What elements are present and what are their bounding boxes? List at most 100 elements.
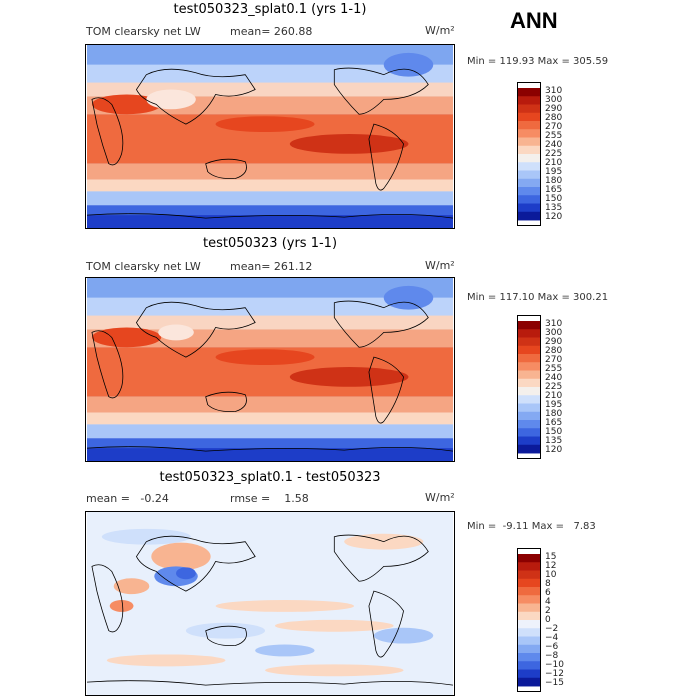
colorbar-tick-label: 10: [545, 569, 557, 580]
colorbar-swatch: [518, 395, 540, 404]
colorbar-tick-label: 280: [545, 345, 563, 356]
colorbar-tick-label: 135: [545, 435, 563, 446]
colorbar-tick-label: 165: [545, 417, 563, 428]
panel-2-colorbar-labels: 310 300 290 280 270 255 240 225 210 195 180 165 150 1…: [545, 315, 585, 459]
panel-3-mean: mean = -0.24: [86, 492, 169, 505]
colorbar-tick-label: 4: [545, 596, 551, 607]
panel-1-colorbar: [517, 82, 541, 226]
colorbar-tick-label: 270: [545, 121, 563, 132]
colorbar-swatch: [518, 329, 540, 338]
season-label: ANN: [510, 8, 558, 33]
colorbar-tick-label: 270: [545, 354, 563, 365]
colorbar-tick-label: 120: [545, 444, 563, 455]
colorbar-tick-label: 240: [545, 372, 563, 383]
colorbar-swatch: [518, 370, 540, 380]
colorbar-swatch: [518, 362, 540, 371]
panel-1-map: [85, 44, 455, 229]
colorbar-swatch: [518, 578, 540, 588]
colorbar-swatch: [518, 562, 540, 571]
colorbar-swatch: [518, 444, 540, 454]
colorbar-tick-label: −15: [545, 677, 564, 688]
colorbar-tick-label: 290: [545, 103, 563, 114]
colorbar-swatch: [518, 187, 540, 196]
colorbar-tick-label: 300: [545, 94, 563, 105]
colorbar-tick-label: 225: [545, 381, 563, 392]
colorbar-tick-label: 8: [545, 578, 551, 589]
colorbar-tick-label: 195: [545, 399, 563, 410]
colorbar-tick-label: 150: [545, 193, 563, 204]
panel-3-rmse: rmse = 1.58: [230, 492, 309, 505]
panel-3-colorbar-labels: 15 12 10 8 6 4 2 0 −2 −4 −6 −8 −10 −12 −15: [545, 548, 585, 692]
colorbar-tick-label: −8: [545, 650, 559, 661]
colorbar-tick-label: 135: [545, 202, 563, 213]
colorbar-swatch: [518, 436, 540, 446]
colorbar-swatch: [518, 88, 540, 97]
colorbar-swatch: [518, 121, 540, 130]
colorbar-swatch: [518, 203, 540, 213]
colorbar-swatch: [518, 570, 540, 580]
panel-1-units: W/m²: [425, 24, 455, 37]
colorbar-swatch: [518, 636, 540, 646]
colorbar-swatch: [518, 211, 540, 221]
colorbar-swatch: [518, 603, 540, 613]
panel-2-min-max: Min = 117.10 Max = 300.21: [467, 292, 609, 303]
colorbar-swatch: [518, 112, 540, 122]
colorbar-swatch: [518, 195, 540, 204]
colorbar-swatch: [518, 587, 540, 596]
colorbar-swatch: [518, 620, 540, 629]
panel-2-mean: mean= 261.12: [230, 260, 313, 273]
colorbar-swatch: [518, 661, 540, 670]
panel-3-units: W/m²: [425, 491, 455, 504]
colorbar-tick-label: 310: [545, 318, 563, 329]
colorbar-swatch: [518, 378, 540, 388]
colorbar-swatch: [518, 178, 540, 188]
colorbar-tick-label: 210: [545, 390, 563, 401]
colorbar-tick-label: 300: [545, 327, 563, 338]
colorbar-swatch: [518, 677, 540, 687]
colorbar-swatch: [518, 170, 540, 180]
colorbar-swatch: [518, 411, 540, 421]
colorbar-tick-label: 180: [545, 408, 563, 419]
panel-2-title: test050323 (yrs 1-1): [202, 236, 338, 251]
colorbar-swatch: [518, 321, 540, 330]
colorbar-swatch: [518, 628, 540, 637]
colorbar-swatch: [518, 162, 540, 171]
panel-1-colorbar-labels: 310 300 290 280 270 255 240 225 210 195 180 165 150 1…: [545, 82, 585, 226]
colorbar-tick-label: 290: [545, 336, 563, 347]
panel-3-colorbar: [517, 548, 541, 692]
colorbar-swatch: [518, 387, 540, 396]
colorbar-swatch: [518, 403, 540, 413]
panel-1-colorbar-swatches: [518, 88, 540, 221]
colorbar-tick-label: −12: [545, 668, 564, 679]
colorbar-swatch: [518, 345, 540, 355]
panel-2-colorbar: [517, 315, 541, 459]
panel-1-min-max: Min = 119.93 Max = 305.59: [467, 56, 609, 67]
colorbar-swatch: [518, 145, 540, 155]
colorbar-swatch: [518, 354, 540, 363]
colorbar-swatch: [518, 104, 540, 114]
colorbar-swatch: [518, 420, 540, 429]
panel-2-map: [85, 277, 455, 462]
colorbar-tick-label: 280: [545, 112, 563, 123]
colorbar-tick-label: 255: [545, 130, 563, 141]
colorbar-tick-label: 310: [545, 85, 563, 96]
panel-2-units: W/m²: [425, 259, 455, 272]
colorbar-swatch: [518, 644, 540, 654]
colorbar-tick-label: 165: [545, 184, 563, 195]
colorbar-tick-label: 255: [545, 363, 563, 374]
panel-3-map: [85, 511, 455, 696]
colorbar-tick-label: 120: [545, 211, 563, 222]
colorbar-tick-label: 6: [545, 587, 551, 598]
colorbar-swatch: [518, 96, 540, 105]
colorbar-tick-label: 0: [545, 614, 551, 625]
panel-2-field-label: TOM clearsky net LW: [86, 260, 201, 273]
colorbar-tick-label: −10: [545, 659, 564, 670]
colorbar-tick-label: 2: [545, 605, 551, 616]
colorbar-tick-label: −2: [545, 623, 559, 634]
panel-3-min-max: Min = -9.11 Max = 7.83: [467, 521, 596, 532]
colorbar-swatch: [518, 554, 540, 563]
colorbar-swatch: [518, 428, 540, 437]
colorbar-tick-label: 15: [545, 551, 557, 562]
colorbar-swatch: [518, 611, 540, 621]
colorbar-swatch: [518, 653, 540, 662]
